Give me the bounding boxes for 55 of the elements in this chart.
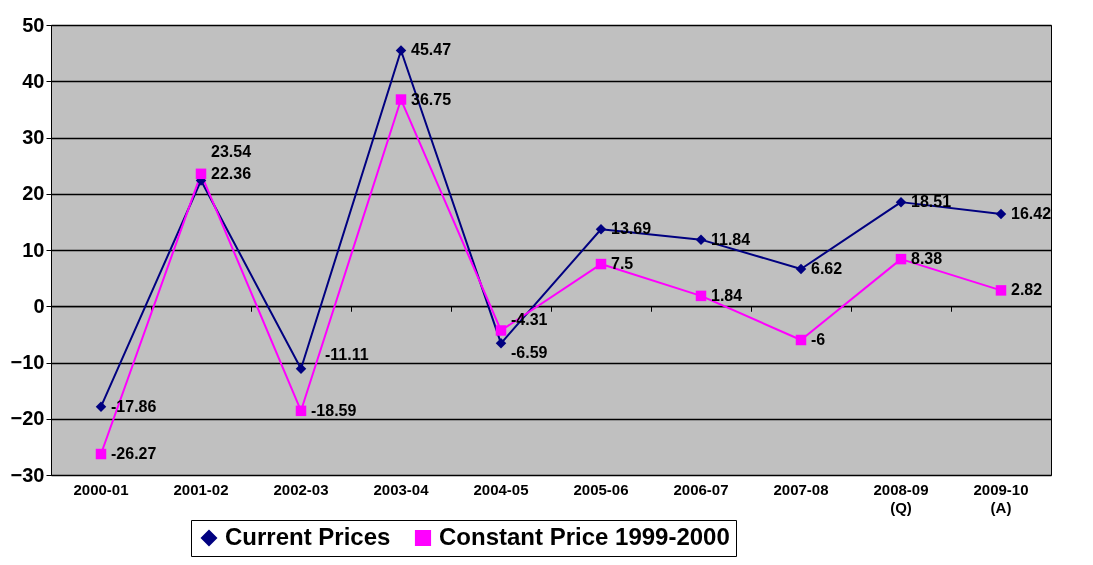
y-tick-label: 10 — [22, 238, 45, 261]
y-tick-label: 0 — [33, 294, 45, 317]
data-label: -18.59 — [311, 401, 357, 419]
x-tick-label: 2004-05 — [473, 481, 529, 498]
point — [995, 208, 1007, 220]
y-tick-label: −10 — [10, 351, 45, 373]
point — [295, 363, 307, 374]
data-label: -26.27 — [111, 445, 157, 463]
point — [195, 168, 207, 180]
x-tick-label: 2008-09 (Q) — [873, 481, 929, 516]
point — [895, 196, 907, 208]
x-tick-label: 2007-08 — [773, 481, 829, 498]
data-label: 7.5 — [611, 255, 634, 273]
data-label: 1.84 — [711, 286, 743, 304]
point — [695, 290, 707, 302]
y-tick-label: −30 — [10, 463, 45, 486]
y-tick-label: −20 — [10, 407, 45, 430]
point — [95, 448, 107, 460]
x-tick-label: 2001-02 — [173, 481, 229, 498]
point — [595, 224, 607, 235]
point — [95, 401, 107, 412]
point — [795, 334, 807, 346]
data-label: 23.54 — [211, 142, 252, 160]
legend-label: Constant Price 1999-2000 — [439, 523, 730, 550]
data-label: -6.59 — [511, 344, 548, 362]
data-label: 16.42 — [1011, 204, 1052, 222]
y-tick-label: 20 — [22, 182, 45, 205]
data-label: 8.38 — [911, 250, 943, 268]
y-tick-label: 30 — [22, 126, 45, 148]
x-tick-label: 2006-07 — [673, 481, 729, 498]
data-label: 6.62 — [811, 260, 843, 278]
x-tick-label: 2000-01 — [73, 481, 129, 498]
point — [795, 263, 807, 275]
point — [695, 234, 707, 245]
legend-label: Current Prices — [225, 523, 391, 550]
x-tick-label: 2003-04 — [373, 481, 430, 498]
point — [495, 325, 507, 336]
data-label: -6 — [811, 331, 826, 348]
x-tick-label: 2009-10 (A) — [973, 481, 1029, 516]
x-tick-label: 2002-03 — [273, 481, 329, 498]
point — [395, 45, 407, 56]
data-label: 45.47 — [411, 41, 452, 59]
data-label: -11.11 — [325, 345, 369, 363]
data-label: 11.84 — [711, 230, 751, 248]
y-tick-label: 50 — [22, 13, 45, 36]
point — [995, 285, 1007, 296]
point — [295, 405, 307, 417]
data-label: 22.36 — [211, 165, 252, 183]
point — [495, 338, 507, 349]
x-tick-label: 2005-06 — [573, 481, 629, 498]
point — [895, 253, 907, 265]
data-label: 2.82 — [1011, 281, 1043, 299]
point — [395, 94, 407, 105]
y-tick-label: 40 — [22, 69, 45, 92]
point — [595, 258, 607, 270]
